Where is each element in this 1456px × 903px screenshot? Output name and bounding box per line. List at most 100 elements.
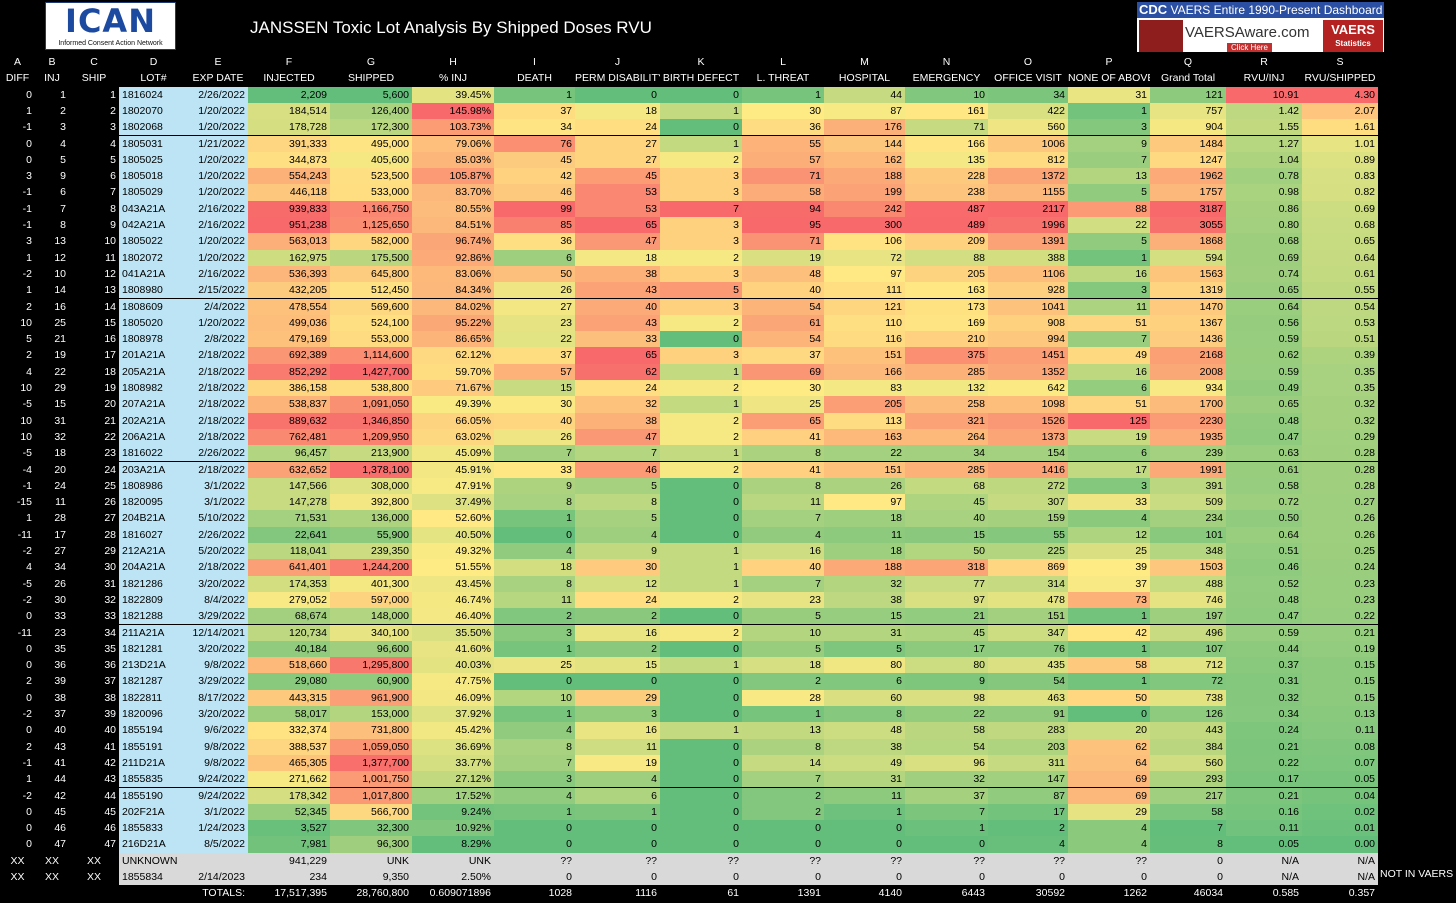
- table-row: 0 33 33 1821288 3/29/2022 68,674 148,000 46.40%…: [0, 608, 1456, 625]
- table-cell: 205: [824, 396, 905, 413]
- table-cell: 120,734: [248, 624, 330, 641]
- table-cell: 533,000: [330, 184, 412, 201]
- table-cell: 202F21A: [119, 803, 188, 821]
- table-cell: 0: [660, 754, 742, 772]
- table-cell: 1: [660, 102, 742, 120]
- vaers-dashboard-banner[interactable]: CDC VAERS Entire 1990-Present Dashboard …: [1137, 2, 1384, 52]
- table-cell: 71.67%: [412, 380, 494, 397]
- table-cell: 40.03%: [412, 657, 494, 674]
- table-cell: 1: [110, 88, 116, 101]
- table-cell: 45.91%: [412, 461, 494, 478]
- table-cell: 42: [1068, 624, 1150, 641]
- table-cell: 40,184: [248, 640, 330, 658]
- table-cell: 1805031: [119, 135, 188, 152]
- table-cell: 19: [54, 349, 66, 362]
- table-cell: 1/21/2022: [188, 135, 248, 152]
- table-cell: 162: [824, 151, 905, 169]
- table-cell: 66.05%: [412, 412, 494, 429]
- table-cell: -1: [22, 756, 32, 769]
- table-cell: 0.64: [1302, 249, 1378, 266]
- table-cell: 0.15: [1302, 657, 1378, 674]
- column-header: DEATH: [517, 72, 552, 85]
- table-cell: 5: [110, 153, 116, 166]
- table-cell: 32: [54, 430, 66, 443]
- table-cell: 37.92%: [412, 706, 494, 723]
- table-cell: 213,900: [330, 445, 412, 462]
- table-cell: 344,873: [248, 151, 330, 169]
- table-cell: 2/18/2022: [188, 380, 248, 397]
- table-cell: 1821288: [119, 608, 188, 625]
- table-cell: 55,900: [330, 526, 412, 543]
- table-cell: 29,080: [248, 673, 330, 690]
- table-cell: 0.21: [1226, 738, 1302, 755]
- table-cell: 7: [1150, 820, 1226, 837]
- table-cell: ??: [660, 852, 742, 869]
- table-cell: 0.69: [1302, 200, 1378, 217]
- logo-text: ICAN: [65, 2, 156, 40]
- totals-cell: 61: [727, 887, 739, 900]
- click-here-button[interactable]: Click Here: [1227, 43, 1272, 52]
- table-cell: 33.77%: [412, 754, 494, 772]
- table-cell: 31: [824, 624, 905, 641]
- table-cell: XX: [86, 871, 101, 883]
- table-cell: 178,728: [248, 119, 330, 136]
- table-cell: 7: [494, 754, 575, 772]
- table-cell: 15: [824, 608, 905, 625]
- table-cell: 68,674: [248, 608, 330, 625]
- table-cell: 2/16/2022: [188, 217, 248, 234]
- table-cell: 37.49%: [412, 494, 494, 511]
- table-cell: 3: [1068, 119, 1150, 136]
- table-cell: 757: [1150, 102, 1226, 120]
- table-cell: 388: [988, 249, 1068, 266]
- table-cell: 68: [905, 477, 988, 495]
- table-cell: 0.69: [1226, 249, 1302, 266]
- table-cell: 21: [905, 608, 988, 625]
- table-cell: 443: [1150, 722, 1226, 739]
- table-cell: 0.58: [1226, 477, 1302, 495]
- table-cell: 50: [494, 265, 575, 283]
- table-cell: 97: [905, 591, 988, 609]
- table-row: 2 16 14 1808609 2/4/2022 478,554 569,600 84.02%…: [0, 298, 1456, 315]
- table-cell: 1805022: [119, 233, 188, 250]
- table-row: -1 8 9 042A21A 2/16/2022 951,238 1,125,650 84.5…: [0, 217, 1456, 234]
- table-cell: 44: [54, 773, 66, 786]
- table-cell: 99: [494, 200, 575, 217]
- table-cell: 1855834: [119, 869, 188, 886]
- table-cell: 285: [905, 461, 988, 478]
- table-cell: 27: [54, 545, 66, 557]
- table-cell: 1.01: [1302, 135, 1378, 152]
- table-cell: 0: [742, 869, 824, 886]
- table-cell: 2: [660, 249, 742, 266]
- table-cell: 0: [660, 86, 742, 103]
- table-cell: 19: [1068, 428, 1150, 446]
- table-cell: 0.78: [1226, 168, 1302, 185]
- table-cell: 1373: [988, 428, 1068, 446]
- table-cell: 0.11: [1302, 722, 1378, 739]
- table-cell: 1816022: [119, 445, 188, 462]
- table-cell: 435: [988, 657, 1068, 674]
- table-cell: 0: [988, 869, 1068, 886]
- column-header: LOT#: [140, 72, 167, 85]
- table-cell: 0: [575, 673, 660, 690]
- table-cell: 0.98: [1226, 184, 1302, 201]
- table-cell: 36: [54, 659, 66, 672]
- table-cell: 46.74%: [412, 591, 494, 609]
- table-cell: 1802070: [119, 102, 188, 120]
- table-cell: 0.21: [1302, 624, 1378, 641]
- table-cell: 69: [1068, 771, 1150, 788]
- table-cell: 71: [742, 168, 824, 185]
- table-cell: 147,566: [248, 477, 330, 495]
- table-cell: 951,238: [248, 217, 330, 234]
- table-cell: 0.83: [1302, 168, 1378, 185]
- table-cell: 1: [660, 575, 742, 592]
- table-cell: 30: [575, 559, 660, 576]
- table-cell: 934: [1150, 380, 1226, 397]
- table-cell: 8: [742, 445, 824, 462]
- table-cell: 0: [494, 673, 575, 690]
- table-cell: 738: [1150, 689, 1226, 706]
- table-cell: 234: [1150, 510, 1226, 527]
- table-cell: 0.15: [1302, 689, 1378, 706]
- table-cell: 24: [575, 380, 660, 397]
- table-cell: 3: [575, 706, 660, 723]
- column-letter: E: [214, 56, 222, 68]
